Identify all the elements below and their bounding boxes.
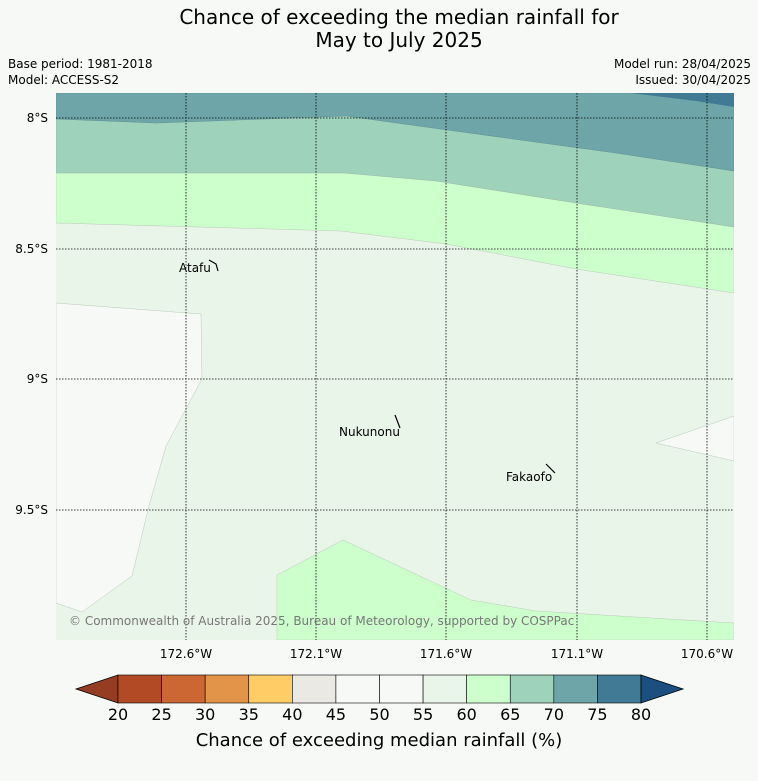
colorbar-cell (335, 674, 380, 704)
colorbar-tick-label: 55 (412, 705, 434, 724)
colorbar-tick-label: 25 (151, 705, 172, 724)
place-atafu: Atafu (179, 261, 211, 275)
lon-label-170-6w: 170.6°W (680, 647, 734, 661)
colorbar-cell (379, 674, 424, 704)
colorbar-cell (117, 674, 162, 704)
map-title: Chance of exceeding the median rainfall … (0, 6, 758, 52)
colorbar-cell (466, 674, 511, 704)
colorbar-cell (422, 674, 467, 704)
graticule (56, 93, 734, 640)
colorbar-tick-label: 65 (500, 705, 521, 724)
colorbar-over-arrow (640, 674, 685, 704)
colorbar-cells (117, 674, 642, 704)
lon-label-172-1w: 172.1°W (289, 647, 343, 661)
lon-label-171-1w: 171.1°W (550, 647, 604, 661)
model-name: Model: ACCESS-S2 (8, 73, 120, 87)
colorbar-tick-label: 45 (325, 705, 347, 724)
colorbar-cell (204, 674, 250, 704)
colorbar (74, 674, 685, 704)
place-fakaofo: Fakaofo (506, 470, 553, 484)
issued-date: Issued: 30/04/2025 (635, 73, 751, 87)
colorbar-tick-label: 70 (543, 705, 565, 724)
colorbar-cell (292, 674, 337, 704)
colorbar-under-arrow (74, 674, 119, 704)
contour-75-80 (631, 93, 734, 107)
title-line-2: May to July 2025 (315, 28, 483, 52)
fakaofo-island (545, 463, 556, 474)
colorbar-tick-label: 35 (238, 705, 259, 724)
contour-60-65-south (276, 539, 734, 640)
colorbar-tick-label: 30 (194, 705, 216, 724)
model-run: Model run: 28/04/2025 (613, 57, 751, 71)
lat-label-8-5s: 8.5°S (15, 242, 48, 256)
copyright-notice: © Commonwealth of Australia 2025, Bureau… (69, 614, 575, 628)
meta-left: Base period: 1981-2018 Model: ACCESS-S2 (8, 56, 153, 88)
lat-label-9-5s: 9.5°S (15, 503, 48, 517)
colorbar-cell (248, 674, 293, 704)
colorbar-tick-label: 60 (456, 705, 477, 724)
map-svg (56, 93, 734, 640)
colorbar-tick-label: 80 (630, 705, 652, 724)
colorbar-tick-label: 20 (107, 705, 129, 724)
lon-label-172-6w: 172.6°W (159, 647, 213, 661)
contour-50-55-east (655, 415, 734, 462)
colorbar-cell (509, 674, 555, 704)
colorbar-label: Chance of exceeding median rainfall (%) (195, 730, 563, 751)
colorbar-cell (597, 674, 642, 704)
colorbar-tick-label: 50 (369, 705, 390, 724)
contour-70-75 (56, 93, 734, 172)
colorbar-tick-label: 40 (282, 705, 303, 724)
map-area[interactable] (56, 93, 734, 640)
atafu-island (208, 259, 219, 272)
lon-label-171-6w: 171.6°W (419, 647, 473, 661)
contour-50-55-west (56, 302, 203, 613)
colorbar-tick-label: 75 (587, 705, 608, 724)
meta-right: Model run: 28/04/2025 Issued: 30/04/2025 (614, 56, 751, 88)
lat-label-9s: 9°S (26, 372, 48, 386)
nukunonu-island (394, 414, 401, 429)
place-nukunonu: Nukunonu (339, 425, 400, 439)
base-period: Base period: 1981-2018 (8, 57, 153, 71)
colorbar-cell (161, 674, 206, 704)
title-line-1: Chance of exceeding the median rainfall … (179, 5, 619, 29)
lat-label-8s: 8°S (26, 111, 48, 125)
colorbar-cell (553, 674, 598, 704)
